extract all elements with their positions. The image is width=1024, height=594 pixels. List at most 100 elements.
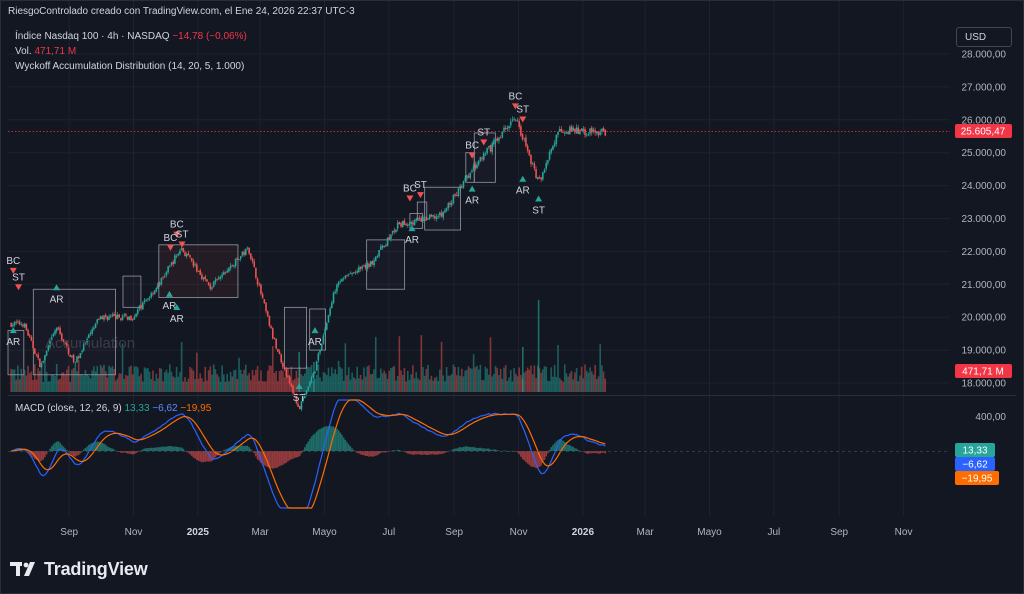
- macd-histogram-bar: [270, 451, 272, 469]
- volume-bar: [585, 370, 588, 392]
- macd-histogram-bar: [136, 451, 139, 453]
- candle-body: [280, 354, 283, 363]
- macd-histogram-bar: [466, 446, 468, 451]
- candle-body: [45, 350, 48, 356]
- candle-body: [162, 276, 164, 278]
- indicator-legend[interactable]: Wyckoff Accumulation Distribution (14, 2…: [15, 61, 245, 72]
- candle-body: [150, 293, 153, 298]
- volume-bar: [207, 370, 210, 392]
- macd-histogram-bar: [434, 451, 436, 455]
- volume-bar: [113, 369, 115, 392]
- time-tick-label: 2025: [187, 527, 210, 538]
- macd-histogram-bar: [477, 447, 480, 451]
- volume-bar: [93, 366, 95, 392]
- candle-body: [371, 261, 374, 265]
- candle-body: [10, 322, 12, 327]
- candle-body: [256, 278, 259, 285]
- macd-histogram-bar: [275, 451, 277, 469]
- macd-pane[interactable]: [10, 399, 607, 509]
- macd-histogram-bar: [467, 446, 470, 451]
- volume-bar: [406, 370, 409, 392]
- volume-bar: [361, 379, 364, 392]
- price-tick-label: 26.000,00: [962, 115, 1007, 126]
- volume-bar: [435, 376, 438, 392]
- volume-bar: [47, 381, 50, 392]
- candle-body: [292, 386, 294, 394]
- created-by-text: RiesgoControlado creado con TradingView.…: [8, 6, 355, 17]
- volume-bar: [300, 374, 303, 392]
- macd-histogram-bar: [268, 451, 271, 469]
- macd-histogram-bar: [142, 449, 144, 451]
- volume-bar: [44, 355, 46, 392]
- wyckoff-label: ST: [414, 180, 427, 191]
- currency-button[interactable]: USD: [956, 27, 1012, 47]
- candle-body: [596, 131, 598, 134]
- macd-histogram-bar: [55, 441, 58, 451]
- candle-body: [498, 137, 500, 141]
- macd-histogram-bar: [341, 434, 343, 451]
- candle-body: [236, 257, 239, 260]
- macd-histogram-bar: [120, 451, 122, 453]
- macd-histogram-bar: [204, 451, 207, 462]
- volume-bar: [336, 374, 338, 392]
- macd-histogram-bar: [319, 428, 321, 451]
- time-tick-label: Sep: [830, 527, 848, 538]
- macd-histogram-bar: [309, 438, 311, 451]
- tradingview-brand[interactable]: TradingView: [10, 557, 148, 581]
- macd-histogram-bar: [101, 442, 104, 451]
- volume-bar: [381, 373, 384, 392]
- volume-bar: [520, 374, 522, 392]
- volume-bar: [184, 377, 186, 392]
- candle-body: [295, 395, 298, 404]
- price-tick-label: 20.000,00: [962, 313, 1007, 324]
- price-candles[interactable]: [10, 116, 607, 412]
- volume-bar: [580, 366, 583, 392]
- candle-body: [518, 121, 520, 127]
- macd-histogram-bar: [253, 451, 256, 454]
- candle-body: [464, 178, 466, 181]
- candle-body: [536, 176, 539, 179]
- volume-bar: [590, 371, 593, 392]
- candle-body: [594, 130, 596, 133]
- macd-histogram-bar: [251, 451, 254, 452]
- macd-histogram-bar: [280, 451, 283, 466]
- macd-histogram-bar: [278, 451, 281, 467]
- volume-bar: [322, 372, 325, 392]
- candle-body: [158, 283, 161, 285]
- candle-body: [84, 343, 87, 345]
- macd-histogram-bar: [84, 448, 87, 451]
- volume-bar: [271, 346, 274, 392]
- volume-bar: [550, 367, 553, 392]
- wyckoff-label: AR: [50, 294, 64, 305]
- symbol-legend[interactable]: Índice Nasdaq 100 · 4h · NASDAQ −14,78 (…: [15, 31, 247, 42]
- volume-bar: [354, 378, 357, 392]
- candle-body: [64, 342, 66, 344]
- volume-bar: [599, 344, 602, 392]
- volume-bar: [447, 375, 450, 392]
- volume-bar: [410, 374, 412, 392]
- candle-body: [152, 293, 154, 295]
- macd-histogram-bar: [23, 450, 26, 452]
- volume-bar: [45, 371, 48, 392]
- volume-bar: [386, 378, 389, 392]
- volume-bar: [145, 368, 147, 392]
- volume-bar: [363, 367, 365, 392]
- macd-histogram-bar: [28, 451, 31, 455]
- last-price-label: 25.605,47: [961, 127, 1006, 138]
- volume-legend[interactable]: Vol. 471,71 M: [15, 46, 76, 57]
- volume-bar: [277, 381, 279, 392]
- time-axis[interactable]: Sep Nov 2025 Mar Mayo Jul Sep Nov 2026 Mar Mayo Jul…: [60, 527, 912, 538]
- volume-bar: [449, 375, 451, 392]
- macd-legend[interactable]: MACD (close, 12, 26, 9) 13,33 −6,62 −19,…: [15, 403, 211, 414]
- candle-body: [224, 272, 227, 274]
- sell-triangle-icon: [519, 116, 527, 123]
- candle-body: [266, 311, 269, 317]
- volume-bar: [477, 369, 480, 392]
- volume-bar: [542, 369, 544, 392]
- macd-histogram-bar: [479, 447, 482, 451]
- volume-bar: [560, 380, 563, 392]
- price-axis[interactable]: 28.000,00 27.000,00 26.000,00 25.000,00 24.0…: [962, 50, 1007, 424]
- macd-histogram-bar: [113, 449, 115, 451]
- volume-bar: [356, 366, 358, 392]
